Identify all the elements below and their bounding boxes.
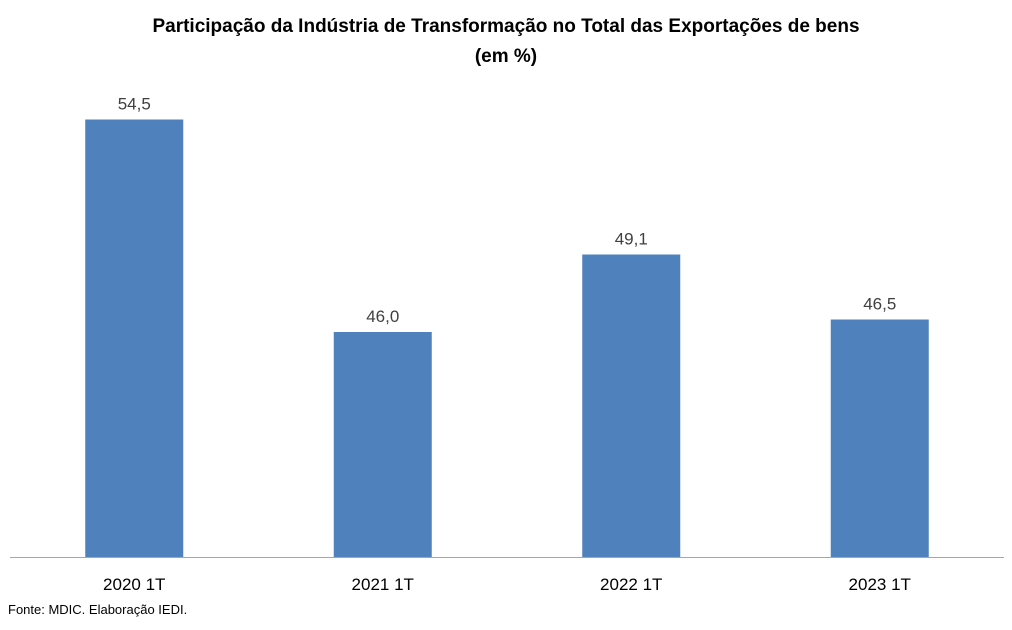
bar-4 [830,319,929,557]
source-note: Fonte: MDIC. Elaboração IEDI. [8,602,188,617]
x-tick-label-1: 2020 1T [103,575,165,594]
x-tick-label-2: 2021 1T [352,575,414,594]
data-label-4: 46,5 [863,295,896,314]
bar-3 [582,254,681,557]
data-label-2: 46,0 [366,307,399,326]
x-tick-label-4: 2023 1T [849,575,911,594]
chart-title: Participação da Indústria de Transformaç… [152,16,859,37]
bars-group [85,119,929,557]
bar-1 [85,119,184,557]
bar-2 [333,332,432,557]
data-label-3: 49,1 [615,230,648,249]
data-label-1: 54,5 [118,95,151,114]
data-labels-group: 54,5 46,0 49,1 46,5 [118,95,897,327]
x-tick-label-3: 2022 1T [600,575,662,594]
chart-subtitle: (em %) [475,46,537,67]
x-axis-ticks-group: 2020 1T 2021 1T 2022 1T 2023 1T [103,575,911,594]
